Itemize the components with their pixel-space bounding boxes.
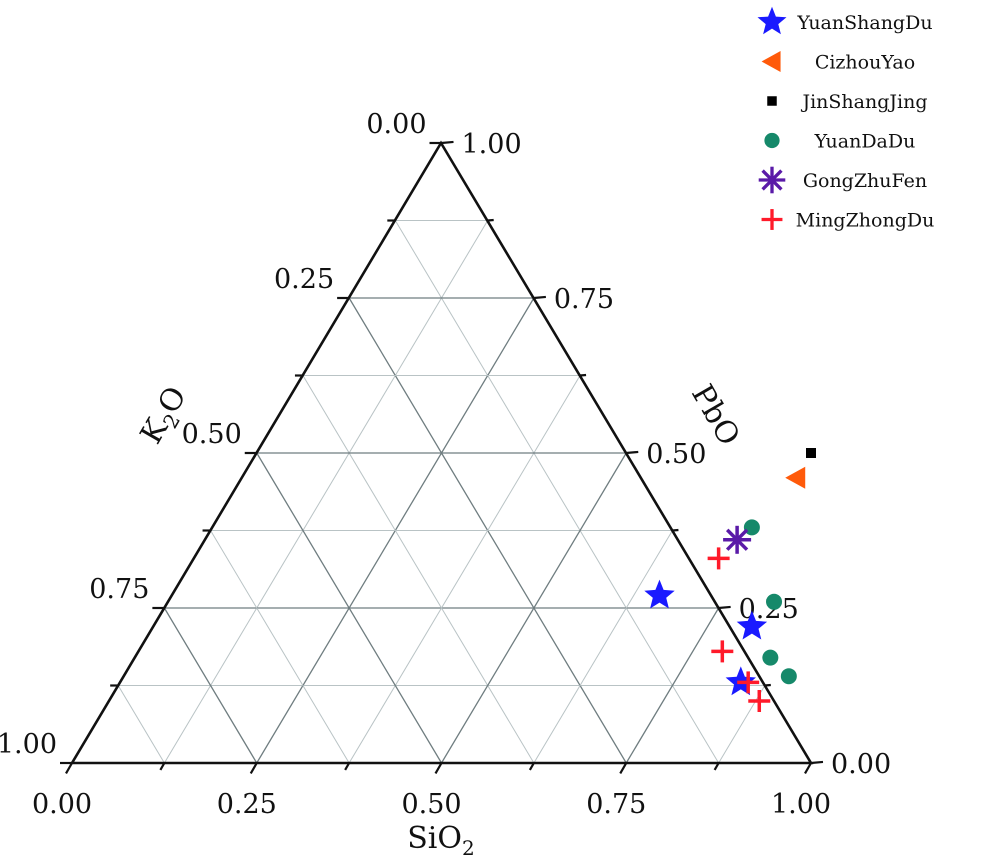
point-yuandadu [766, 593, 783, 610]
grid-line-sio2 [348, 375, 581, 764]
tick-label-k2o: 0.00 [366, 109, 426, 140]
point-yuanshangdu [736, 610, 768, 640]
grid-line-sio2 [163, 220, 489, 764]
tick-label-pbo: 0.75 [554, 284, 614, 315]
tick-label-k2o: 0.25 [274, 264, 334, 295]
tick-mark-sio2 [528, 762, 535, 771]
legend-label-yuanshangdu: YuanShangDu [796, 12, 932, 34]
legend-marker-yuandadu [764, 132, 780, 149]
tick-label-pbo: 0.00 [831, 749, 891, 780]
point-gongzhufen [723, 525, 752, 554]
tick-label-pbo: 0.50 [646, 439, 706, 470]
axis-title-k2o-tail: O [151, 381, 194, 420]
data-points [644, 448, 816, 712]
tick-mark-sio2 [434, 762, 443, 774]
point-mingzhongdu [707, 547, 730, 570]
tick-label-sio2: 0.75 [586, 789, 646, 820]
tick-mark-sio2 [65, 762, 73, 774]
tick-mark-pbo [487, 218, 494, 222]
tick-mark-pbo [718, 605, 731, 610]
tick-label-sio2: 1.00 [771, 789, 831, 820]
point-yuandadu [762, 649, 779, 666]
point-mingzhongdu [711, 640, 734, 663]
tick-label-sio2: 0.25 [217, 789, 277, 820]
legend-label-mingzhongdu: MingZhongDu [796, 210, 935, 232]
grid-line-sio2 [718, 685, 766, 764]
tick-mark-sio2 [344, 762, 351, 771]
tick-label-k2o: 0.75 [89, 574, 149, 605]
legend-label-gongzhufen: GongZhuFen [803, 170, 927, 192]
tick-label-pbo: 1.00 [462, 129, 522, 160]
tick-mark-sio2 [713, 762, 720, 771]
axis-ticks: 0.000.000.000.250.250.250.500.500.500.75… [0, 109, 891, 820]
grid-line-k2o [210, 530, 350, 764]
tick-label-sio2: 0.00 [32, 789, 92, 820]
legend-label-jinshangjing: JinShangJing [800, 91, 927, 113]
tick-mark-sio2 [619, 762, 628, 774]
point-yuanshangdu [644, 579, 675, 609]
grid-line-sio2 [625, 607, 720, 764]
legend-marker-mingzhongdu [761, 209, 783, 230]
grid-line-k2o [163, 607, 258, 764]
legend-label-yuandadu: YuanDaDu [814, 131, 916, 153]
legend-marker-cizhouyao [761, 51, 781, 72]
tick-label-sio2: 0.50 [401, 789, 461, 820]
tick-mark-sio2 [804, 762, 812, 774]
legend-marker-yuanshangdu [757, 6, 787, 35]
tick-mark-pbo [441, 140, 454, 145]
point-gongzhufen-stroke [725, 528, 749, 551]
tick-label-k2o: 1.00 [0, 729, 57, 760]
grid-line-k2o [302, 375, 535, 764]
point-mingzhongdu [737, 671, 760, 694]
grid-line-k2o [117, 685, 165, 764]
point-mingzhongdu [748, 690, 771, 712]
axis-title-sio2: SiO2 [407, 821, 474, 860]
grid-line-sio2 [533, 530, 673, 764]
point-jinshangjing [806, 448, 816, 458]
tick-mark-pbo [579, 373, 587, 377]
tick-mark-pbo [533, 295, 546, 300]
tick-mark-pbo [626, 450, 639, 455]
tick-label-k2o: 0.50 [182, 419, 242, 450]
tick-mark-pbo [672, 528, 679, 532]
legend-marker-gongzhufen [758, 166, 786, 194]
tick-mark-sio2 [159, 762, 166, 771]
point-cizhouyao [785, 466, 806, 489]
point-yuandadu [780, 668, 797, 685]
tick-mark-pbo [810, 760, 824, 765]
tick-mark-pbo [764, 683, 771, 687]
legend: YuanShangDu CizhouYao JinShangJing YuanDaDu… [757, 6, 935, 232]
legend-marker-jinshangjing [767, 96, 777, 106]
grid-line-k2o [394, 220, 720, 764]
grid [117, 220, 766, 764]
legend-label-cizhouyao: CizhouYao [815, 52, 915, 74]
grid-line-k2o [256, 452, 443, 764]
grid-line-sio2 [440, 452, 627, 764]
tick-mark-sio2 [249, 762, 258, 774]
legend-marker-gongzhufen-stroke [761, 169, 783, 191]
axis-title-sio2-sub: 2 [462, 836, 475, 860]
